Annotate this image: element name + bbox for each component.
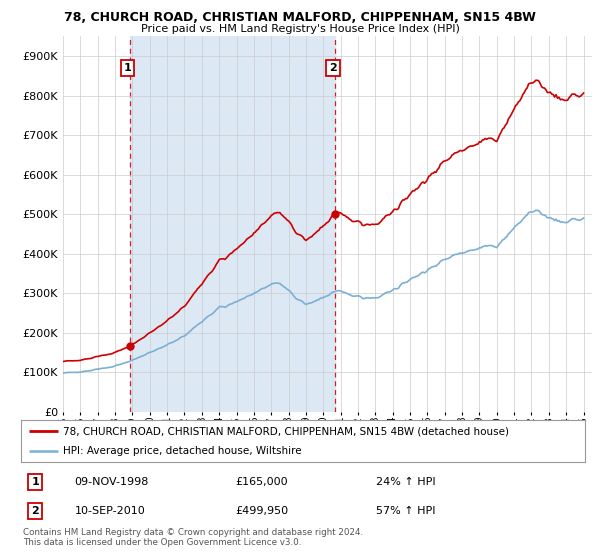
Text: 09-NOV-1998: 09-NOV-1998	[74, 477, 149, 487]
Text: 2: 2	[329, 63, 337, 73]
Text: 2: 2	[31, 506, 39, 516]
Text: £499,950: £499,950	[235, 506, 289, 516]
Text: 78, CHURCH ROAD, CHRISTIAN MALFORD, CHIPPENHAM, SN15 4BW (detached house): 78, CHURCH ROAD, CHRISTIAN MALFORD, CHIP…	[64, 426, 509, 436]
Text: HPI: Average price, detached house, Wiltshire: HPI: Average price, detached house, Wilt…	[64, 446, 302, 456]
Text: Price paid vs. HM Land Registry's House Price Index (HPI): Price paid vs. HM Land Registry's House …	[140, 24, 460, 34]
Text: £165,000: £165,000	[235, 477, 288, 487]
Text: 1: 1	[124, 63, 131, 73]
Text: 24% ↑ HPI: 24% ↑ HPI	[376, 477, 436, 487]
Text: 57% ↑ HPI: 57% ↑ HPI	[376, 506, 436, 516]
Bar	[130, 36, 335, 412]
Text: 78, CHURCH ROAD, CHRISTIAN MALFORD, CHIPPENHAM, SN15 4BW: 78, CHURCH ROAD, CHRISTIAN MALFORD, CHIP…	[64, 11, 536, 24]
Text: Contains HM Land Registry data © Crown copyright and database right 2024.
This d: Contains HM Land Registry data © Crown c…	[23, 528, 363, 548]
Text: 10-SEP-2010: 10-SEP-2010	[74, 506, 145, 516]
Text: 1: 1	[31, 477, 39, 487]
